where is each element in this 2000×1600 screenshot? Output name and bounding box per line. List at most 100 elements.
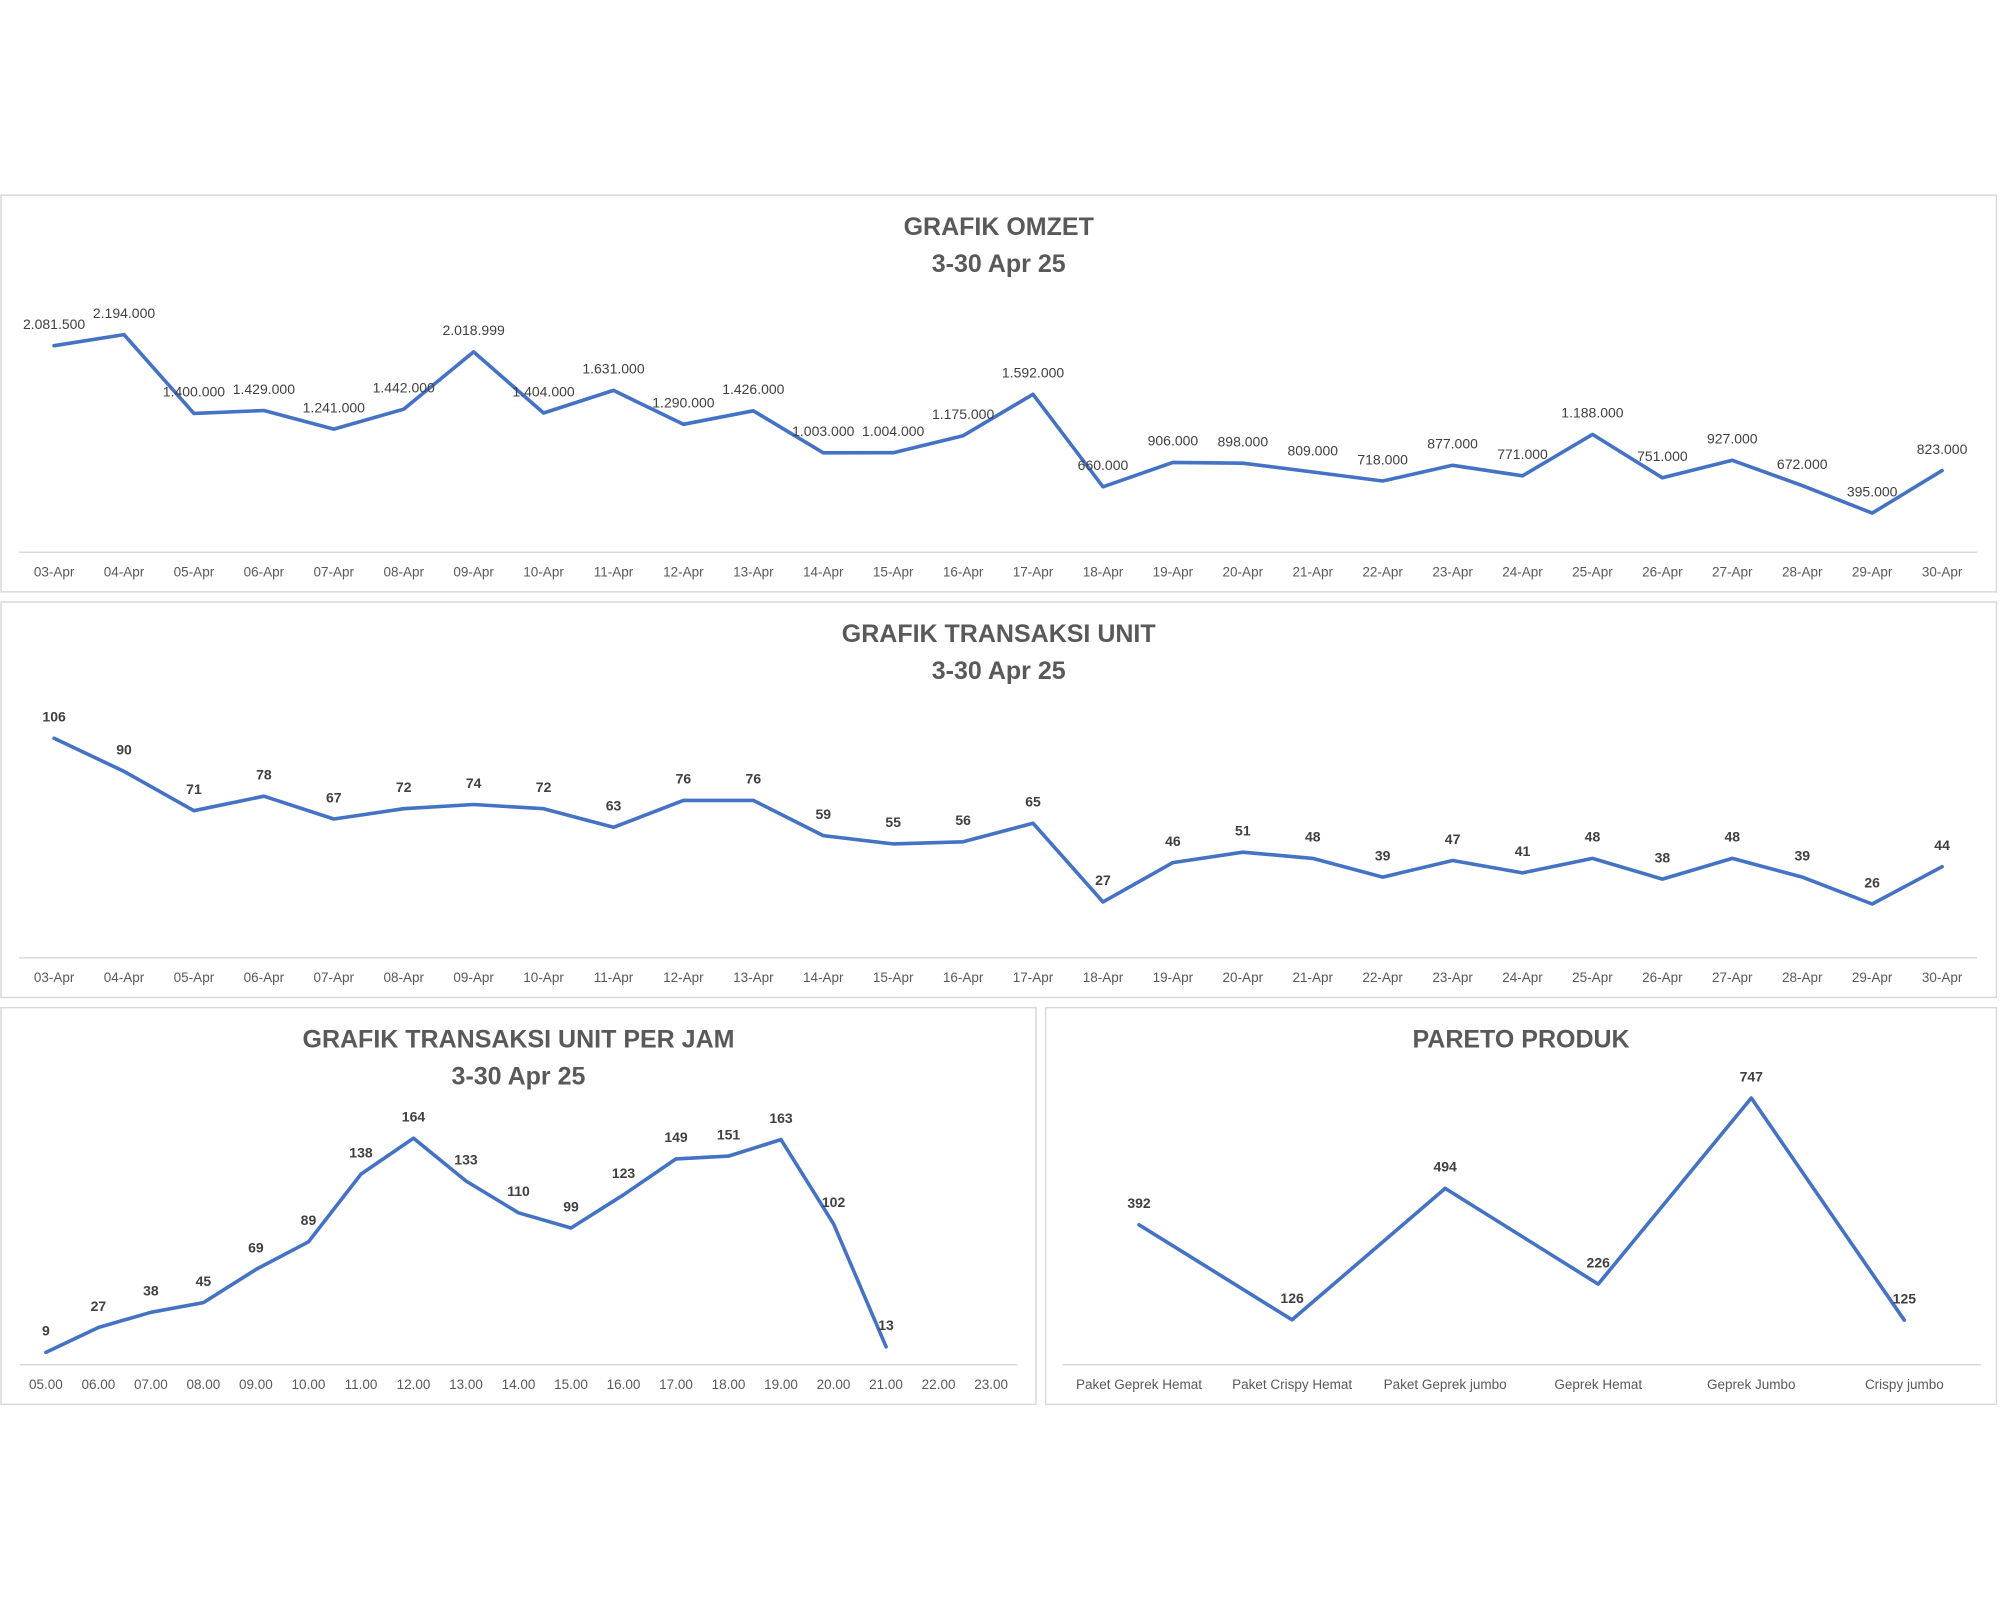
data-label: 27	[91, 1298, 107, 1314]
data-label: 1.631.000	[582, 361, 644, 377]
x-tick-label: 24-Apr	[1502, 970, 1543, 985]
data-label: 898.000	[1218, 433, 1269, 449]
x-tick-label: 10.00	[292, 1377, 326, 1392]
data-label: 27	[1095, 872, 1111, 888]
x-tick-label: 14-Apr	[803, 970, 844, 985]
x-tick-label: 22-Apr	[1362, 564, 1403, 579]
data-label: 718.000	[1357, 451, 1408, 467]
data-label: 39	[1794, 847, 1810, 863]
data-label: 9	[42, 1323, 50, 1339]
x-tick-label: 19.00	[764, 1377, 798, 1392]
x-tick-label: 05-Apr	[174, 564, 215, 579]
x-tick-label: 17.00	[659, 1377, 693, 1392]
chart-panel	[0, 194, 1998, 593]
x-tick-label: 07-Apr	[314, 970, 355, 985]
chart-title: PARETO PRODUK	[1412, 1025, 1629, 1053]
data-label: 76	[676, 771, 692, 787]
data-label: 71	[186, 781, 202, 797]
data-label: 44	[1934, 837, 1950, 853]
data-label: 906.000	[1148, 433, 1199, 449]
data-label: 47	[1445, 831, 1461, 847]
data-label: 877.000	[1427, 436, 1478, 452]
x-tick-label: 17-Apr	[1013, 970, 1054, 985]
x-tick-label: 11.00	[345, 1377, 378, 1392]
data-label: 1.404.000	[512, 383, 574, 399]
x-tick-label: Paket Geprek jumbo	[1384, 1377, 1507, 1392]
x-tick-label: 05.00	[29, 1377, 63, 1392]
data-label: 672.000	[1777, 456, 1828, 472]
data-label: 809.000	[1287, 442, 1338, 458]
data-line	[52, 736, 1944, 906]
data-label: 751.000	[1637, 448, 1688, 464]
data-label: 660.000	[1078, 457, 1129, 473]
x-tick-label: 07-Apr	[314, 564, 355, 579]
x-tick-label: 08-Apr	[383, 564, 424, 579]
data-label: 1.442.000	[373, 379, 435, 395]
x-tick-label: 20-Apr	[1223, 564, 1264, 579]
x-tick-label: 22-Apr	[1362, 970, 1403, 985]
x-tick-label: 29-Apr	[1852, 970, 1893, 985]
data-label: 1.400.000	[163, 384, 225, 400]
x-tick-label: 23-Apr	[1432, 970, 1473, 985]
data-label: 823.000	[1917, 441, 1968, 457]
chart-title: GRAFIK OMZET	[904, 213, 1094, 241]
x-tick-label: Paket Geprek Hemat	[1076, 1377, 1202, 1392]
x-tick-label: 27-Apr	[1712, 970, 1753, 985]
x-tick-label: 26-Apr	[1642, 564, 1683, 579]
data-label: 48	[1725, 829, 1741, 845]
data-label: 123	[612, 1165, 636, 1181]
data-label: 138	[349, 1144, 373, 1160]
x-tick-label: Geprek Jumbo	[1707, 1377, 1796, 1392]
data-label: 46	[1165, 833, 1181, 849]
x-tick-label: 30-Apr	[1922, 970, 1963, 985]
data-label: 164	[402, 1108, 426, 1124]
x-tick-label: 13.00	[449, 1377, 483, 1392]
data-label: 133	[454, 1151, 478, 1167]
x-tick-label: 17-Apr	[1013, 564, 1054, 579]
data-label: 1.188.000	[1561, 405, 1623, 421]
x-tick-label: 08.00	[187, 1377, 221, 1392]
data-label: 48	[1305, 829, 1321, 845]
data-label: 90	[116, 742, 132, 758]
data-label: 1.003.000	[792, 423, 854, 439]
x-tick-label: 19-Apr	[1153, 970, 1194, 985]
data-label: 110	[507, 1183, 530, 1199]
x-tick-label: 13-Apr	[733, 564, 774, 579]
data-label: 747	[1740, 1068, 1764, 1084]
data-label: 1.592.000	[1002, 365, 1064, 381]
x-tick-label: 12.00	[397, 1377, 431, 1392]
data-label: 2.194.000	[93, 305, 155, 321]
data-label: 78	[256, 767, 272, 783]
x-tick-label: 14.00	[502, 1377, 536, 1392]
data-label: 74	[466, 775, 482, 791]
x-tick-label: 20.00	[817, 1377, 851, 1392]
x-tick-label: 19-Apr	[1153, 564, 1194, 579]
data-label: 125	[1893, 1290, 1917, 1306]
x-tick-label: 09-Apr	[453, 564, 494, 579]
data-label: 102	[822, 1194, 846, 1210]
x-tick-label: 18-Apr	[1083, 970, 1124, 985]
data-label: 56	[955, 812, 971, 828]
x-tick-label: 27-Apr	[1712, 564, 1753, 579]
data-label: 927.000	[1707, 431, 1758, 447]
data-label: 1.429.000	[233, 381, 295, 397]
x-tick-label: Paket Crispy Hemat	[1232, 1377, 1352, 1392]
data-label: 151	[717, 1126, 741, 1142]
data-label: 26	[1864, 874, 1880, 890]
x-tick-label: 10-Apr	[523, 970, 564, 985]
x-tick-label: 18.00	[712, 1377, 746, 1392]
x-tick-label: 23.00	[974, 1377, 1008, 1392]
x-tick-label: 15-Apr	[873, 970, 914, 985]
x-tick-label: 13-Apr	[733, 970, 774, 985]
data-label: 771.000	[1497, 446, 1548, 462]
x-tick-label: 16.00	[607, 1377, 641, 1392]
chart-subtitle: 3-30 Apr 25	[452, 1062, 586, 1090]
x-tick-label: 08-Apr	[383, 970, 424, 985]
data-label: 106	[42, 708, 66, 724]
data-label: 63	[606, 798, 622, 814]
x-tick-label: 04-Apr	[104, 564, 145, 579]
x-tick-label: 30-Apr	[1922, 564, 1963, 579]
data-label: 41	[1515, 843, 1531, 859]
x-tick-label: 06.00	[82, 1377, 116, 1392]
